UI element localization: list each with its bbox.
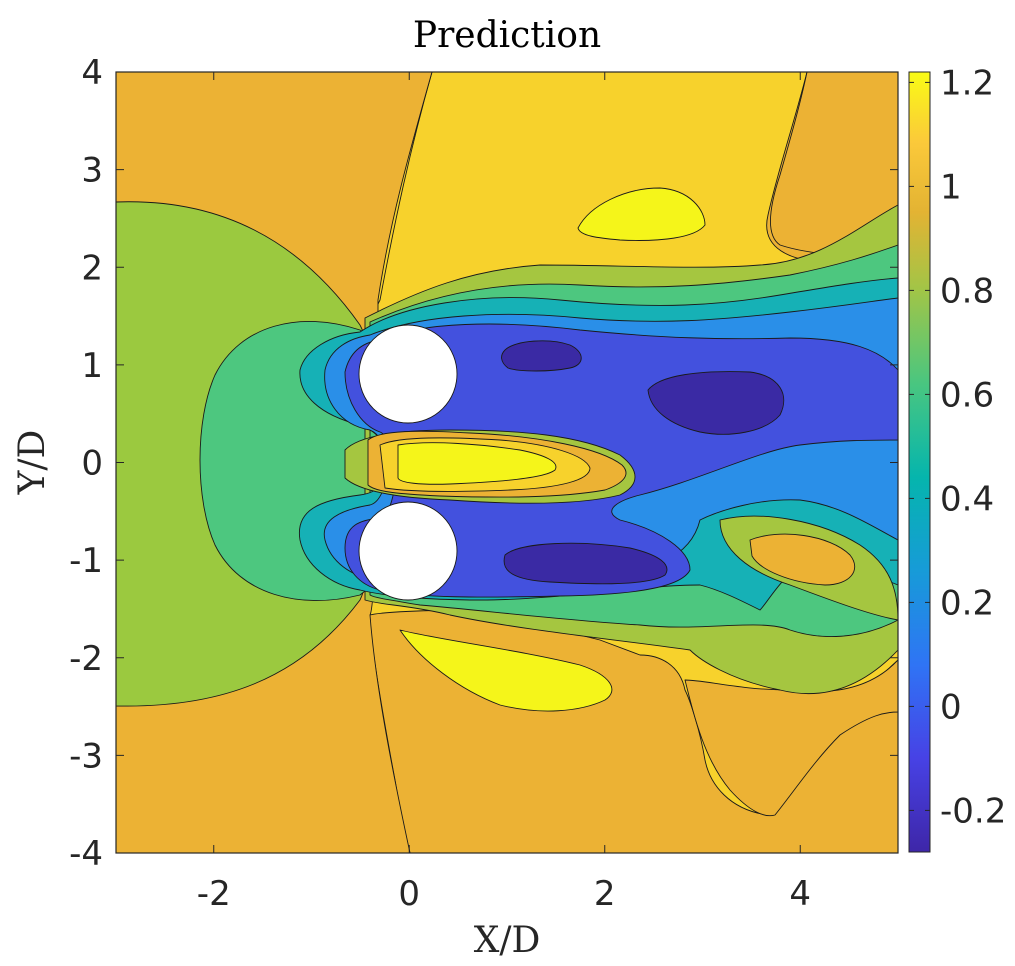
contour-region-gap-yellow: [397, 442, 557, 485]
y-tick-label: -2: [69, 639, 103, 679]
x-tick-label: 4: [789, 874, 811, 914]
y-tick-label: -3: [69, 736, 103, 776]
y-tick-label: -4: [69, 834, 103, 874]
colorbar: [908, 71, 931, 853]
contour-region-bottom-peak: [399, 629, 613, 712]
y-tick-label: 2: [81, 248, 103, 288]
colorbar-tick-label: 0.4: [940, 479, 994, 519]
y-axis: -4 -3 -2 -1 0 1 2 3 4: [69, 53, 898, 874]
colorbar-tick-label: 0: [940, 687, 962, 727]
contour-region-lower-darkblue: [503, 542, 668, 585]
cylinder-top: [358, 324, 458, 424]
x-tick-label: 0: [398, 874, 420, 914]
x-axis: -2 0 2 4: [197, 72, 811, 914]
colorbar-tick-label: 1: [940, 167, 962, 207]
contour-region-top-peak: [577, 187, 706, 241]
contour-region-lower-wake-orange: [749, 533, 856, 586]
y-tick-label: 4: [81, 53, 103, 93]
colorbar-tick-label: -0.2: [940, 791, 1006, 831]
contour-plot-area: [116, 72, 898, 853]
colorbar-tick-label: 0.6: [940, 375, 994, 415]
y-tick-label: 3: [81, 151, 103, 191]
x-axis-label: X/D: [474, 920, 541, 961]
colorbar-tick-label: 1.2: [940, 63, 994, 103]
y-tick-label: -1: [69, 541, 103, 581]
colorbar-ticks: -0.2 0 0.2 0.4 0.6 0.8 1 1.2: [909, 63, 1006, 831]
colorbar-tick-label: 0.2: [940, 583, 994, 623]
colorbar-tick-label: 0.8: [940, 271, 994, 311]
chart-title: Prediction: [413, 15, 601, 56]
y-axis-label: Y/D: [12, 430, 53, 496]
x-tick-label: -2: [197, 874, 231, 914]
cylinder-bottom: [358, 501, 458, 601]
x-tick-label: 2: [594, 874, 616, 914]
y-tick-label: 0: [81, 444, 103, 484]
contour-region-upper-darkblue: [501, 340, 582, 372]
y-tick-label: 1: [81, 346, 103, 386]
contour-region-upper-darkblue-2: [647, 371, 785, 435]
